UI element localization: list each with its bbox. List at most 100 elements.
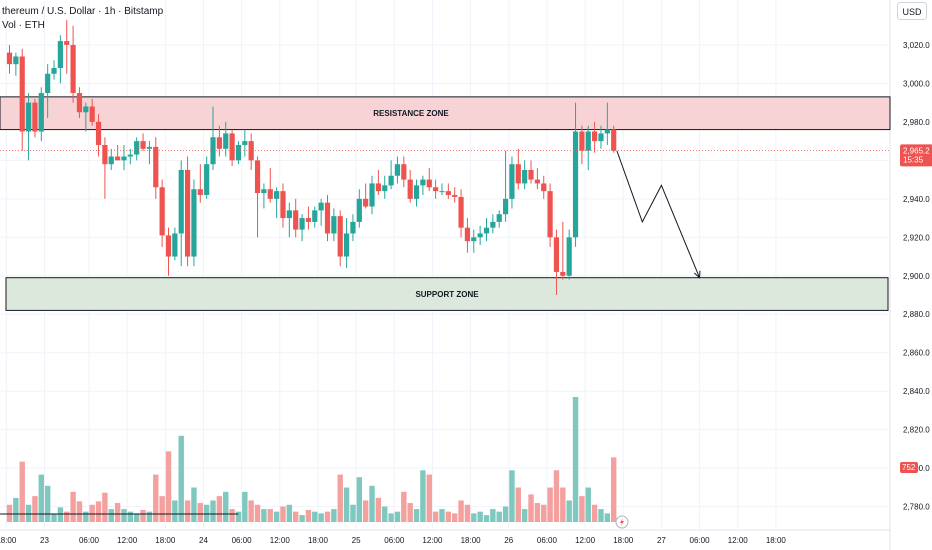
volume-bar	[452, 513, 458, 522]
time-axis[interactable]: 18:00 23 06:00 12:00 18:00 24 06:00 12:00 18:00 2…	[0, 536, 786, 545]
volume-bar	[64, 511, 70, 522]
time-tick-label: 18:00	[308, 536, 329, 545]
volume-bar	[458, 500, 464, 522]
candle-body	[464, 227, 471, 242]
volume-bar	[134, 513, 140, 522]
price-tick-label: 2,940.0	[903, 195, 930, 204]
volume-bar	[356, 477, 362, 522]
projection-arrow-head	[694, 270, 701, 279]
candle-body	[458, 196, 464, 228]
volume-bar	[496, 511, 502, 522]
volume-bar	[83, 511, 89, 522]
candle-body	[293, 210, 299, 230]
candle-body	[165, 235, 172, 257]
candle-body	[592, 131, 598, 142]
volume-bar	[248, 500, 254, 522]
candle-body	[420, 179, 426, 186]
volume-bar	[375, 497, 382, 522]
candle-body	[331, 216, 337, 234]
volume-bar	[38, 474, 44, 522]
volume-bar	[324, 511, 331, 522]
volume-bar	[267, 509, 273, 522]
time-tick-label: 12:00	[422, 536, 443, 545]
candle-body	[134, 141, 140, 155]
candle-body	[89, 106, 95, 122]
volume-bar	[299, 515, 305, 522]
chart-legend: thereum / U.S. Dollar · 1h · Bitstamp Vo…	[2, 5, 163, 33]
price-tick-label: 2,820.0	[903, 426, 930, 435]
candle-body	[70, 44, 76, 94]
price-tick-label: 2,900.0	[903, 272, 930, 281]
volume-bar	[197, 503, 203, 522]
volume-bar	[604, 513, 611, 522]
volume-bar	[235, 511, 242, 522]
volume-bar	[521, 509, 528, 522]
candle-body	[566, 237, 572, 276]
candle-body	[32, 102, 38, 132]
currency-button[interactable]: USD	[897, 2, 927, 20]
projection-path	[616, 150, 701, 278]
volume-bar	[343, 487, 350, 522]
volume-bar	[273, 511, 280, 522]
volume-bar	[172, 500, 178, 522]
volume-bar	[114, 503, 121, 522]
volume-bar	[490, 509, 496, 522]
candle-countdown: 15:35	[903, 155, 924, 164]
candle-body	[445, 191, 451, 195]
volume-bar	[19, 461, 25, 522]
time-tick-label: 18:00	[0, 536, 17, 545]
volume-bar	[464, 504, 471, 522]
time-tick-label: 06:00	[232, 536, 253, 545]
volume-bar	[572, 397, 579, 522]
candle-body	[223, 133, 229, 149]
volume-bar	[591, 504, 598, 522]
volume-bar	[331, 509, 337, 522]
volume-bar	[203, 504, 210, 522]
volume-bar	[210, 500, 216, 522]
support-zone	[5, 277, 889, 311]
candle-body	[502, 198, 509, 215]
candle-body	[611, 129, 617, 151]
volume-bar	[13, 497, 19, 522]
time-tick-label: 06:00	[537, 536, 558, 545]
candle-body	[286, 210, 292, 219]
volume-bar	[286, 504, 293, 522]
volume-bar	[439, 509, 445, 522]
candle-body	[146, 146, 153, 149]
volume-bar	[337, 474, 343, 522]
candle-body	[172, 233, 178, 257]
volume-bar	[44, 485, 51, 522]
candle-body	[324, 202, 331, 234]
time-tick-label: 12:00	[117, 536, 138, 545]
volume-bar	[553, 470, 560, 522]
candle-body	[64, 41, 70, 45]
candle-body	[159, 187, 165, 236]
volume-bar	[362, 500, 369, 522]
candle-body	[572, 131, 579, 238]
volume-bar	[51, 513, 57, 522]
time-tick-label: 24	[199, 536, 208, 545]
volume-bar	[579, 496, 585, 522]
time-tick-label: 23	[40, 536, 49, 545]
resistance-zone	[0, 96, 891, 131]
candle-body	[191, 189, 197, 257]
candle-body	[299, 218, 305, 230]
candle-body	[235, 144, 242, 161]
candle-body	[528, 169, 534, 180]
candle-body	[305, 218, 312, 222]
zones-layer: RESISTANCE ZONE SUPPORT ZONE	[0, 96, 891, 311]
volume-bar	[95, 501, 102, 522]
volume-bar	[413, 509, 420, 522]
candle-body	[547, 191, 553, 238]
candle-body	[248, 141, 254, 161]
candle-body	[477, 233, 483, 238]
price-axis[interactable]: 3,020.03,000.02,980.02,960.02,940.02,920…	[900, 41, 932, 512]
candle-body	[25, 102, 32, 132]
candle-body	[433, 187, 439, 192]
candle-body	[45, 73, 51, 94]
candle-body	[254, 160, 261, 194]
volume-bar	[89, 504, 95, 522]
price-tick-label: 3,000.0	[903, 79, 930, 88]
volume-bar	[76, 501, 83, 522]
